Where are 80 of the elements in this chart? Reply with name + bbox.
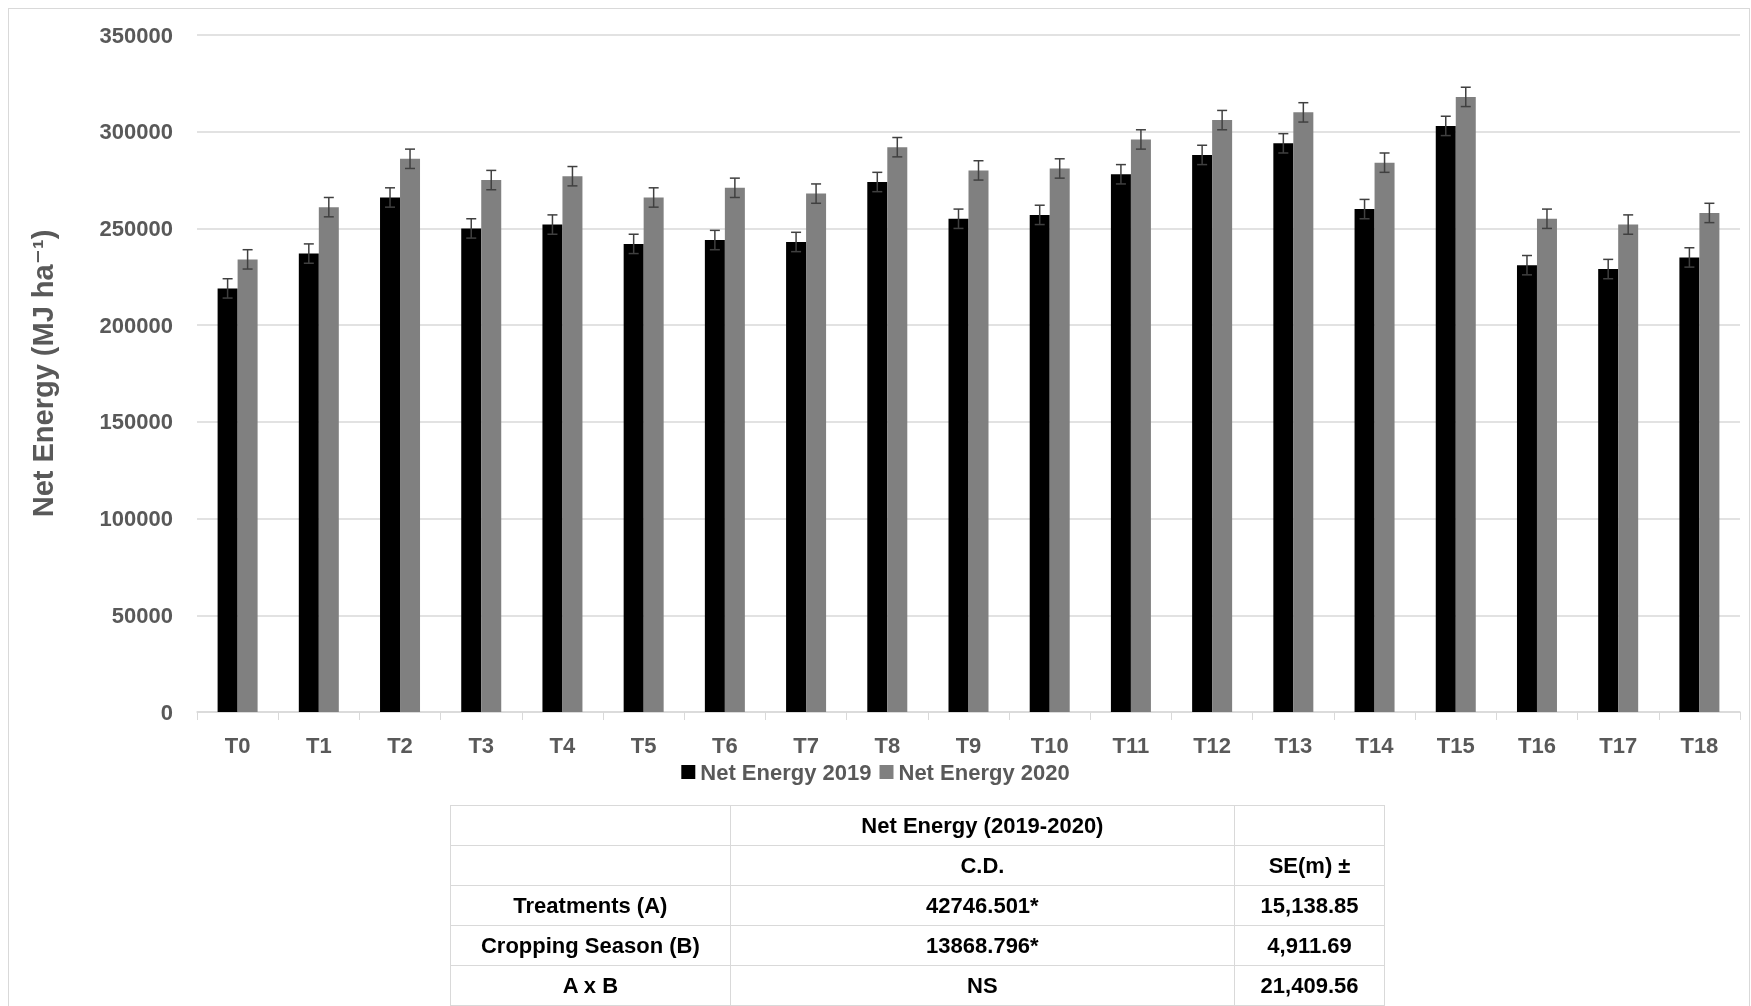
x-tick-label: T5 — [630, 732, 657, 758]
text: C.D. — [730, 845, 1235, 886]
bar — [724, 187, 745, 712]
y-tick-label: 100000 — [99, 506, 173, 532]
bar — [1293, 112, 1314, 712]
bar — [968, 170, 989, 712]
text: Cropping Season (B) — [450, 925, 731, 966]
x-tick-label: T4 — [549, 732, 577, 758]
bar — [237, 259, 258, 712]
y-tick-label: 50000 — [111, 602, 173, 628]
bar — [786, 241, 807, 712]
x-tick-label: T2 — [387, 732, 413, 758]
bar — [1130, 139, 1151, 712]
text: 42746.501* — [730, 885, 1235, 926]
x-tick-label: T17 — [1599, 732, 1638, 758]
bar — [704, 240, 725, 712]
x-tick-label: T3 — [468, 732, 495, 758]
bar — [1049, 168, 1070, 712]
bar — [1374, 162, 1395, 712]
bar — [806, 193, 827, 712]
y-tick-label: 350000 — [99, 22, 173, 48]
bar — [1212, 120, 1233, 712]
text: 4,911.69 — [1234, 925, 1385, 966]
y-tick-label: 300000 — [99, 119, 173, 145]
bar — [481, 180, 502, 712]
x-tick-label: T13 — [1274, 732, 1313, 758]
x-tick-label: T7 — [793, 732, 819, 758]
x-tick-label: T0 — [224, 732, 251, 758]
legend-label: Net Energy 2020 — [898, 759, 1070, 785]
x-tick-label: T6 — [712, 732, 738, 758]
x-tick-label: T16 — [1518, 732, 1556, 758]
bar — [1110, 174, 1131, 712]
x-tick-label: T1 — [305, 732, 332, 758]
x-tick-label: T18 — [1680, 732, 1719, 758]
y-tick-label: 200000 — [99, 312, 173, 338]
bar — [1516, 265, 1537, 712]
y-tick-label: 150000 — [99, 409, 173, 435]
x-tick-label: T9 — [955, 732, 982, 758]
x-tick-label: T10 — [1030, 732, 1069, 758]
bar — [1598, 269, 1619, 712]
x-tick-label: T8 — [874, 732, 901, 758]
bar — [1679, 257, 1700, 712]
bar — [1354, 209, 1375, 712]
bar — [1536, 218, 1557, 712]
x-tick-label: T14 — [1355, 732, 1395, 758]
x-tick-label: T12 — [1193, 732, 1232, 758]
bar — [298, 253, 319, 712]
x-tick-label: T11 — [1112, 732, 1150, 758]
bar — [1273, 143, 1294, 712]
bar — [1455, 96, 1476, 712]
bar — [562, 176, 583, 712]
bar — [461, 228, 482, 712]
bar — [1699, 212, 1720, 712]
bar — [887, 147, 908, 712]
bar — [1192, 154, 1213, 712]
bar — [400, 158, 421, 712]
text: 15,138.85 — [1234, 885, 1385, 926]
bar — [948, 218, 969, 712]
bar — [380, 197, 401, 712]
text: NS — [730, 965, 1235, 1006]
bar — [318, 207, 339, 712]
legend-label: Net Energy 2019 — [700, 759, 872, 785]
bar — [1618, 224, 1639, 712]
bar — [1435, 125, 1456, 712]
x-tick-label: T15 — [1436, 732, 1475, 758]
text: 13868.796* — [730, 925, 1235, 966]
bar — [1029, 214, 1050, 712]
bar — [867, 182, 888, 712]
text: Net Energy (2019-2020) — [730, 805, 1235, 846]
text: 21,409.56 — [1234, 965, 1385, 1006]
text: Treatments (A) — [450, 885, 731, 926]
bar — [217, 288, 238, 712]
bar — [542, 224, 563, 712]
y-tick-label: 250000 — [99, 215, 173, 241]
text: SE(m) ± — [1234, 845, 1385, 886]
y-axis-title: Net Energy (MJ ha⁻¹) — [26, 229, 59, 518]
bar — [643, 197, 664, 712]
y-tick-label: 0 — [160, 699, 173, 725]
text: A x B — [450, 965, 731, 1006]
bar — [623, 243, 644, 712]
